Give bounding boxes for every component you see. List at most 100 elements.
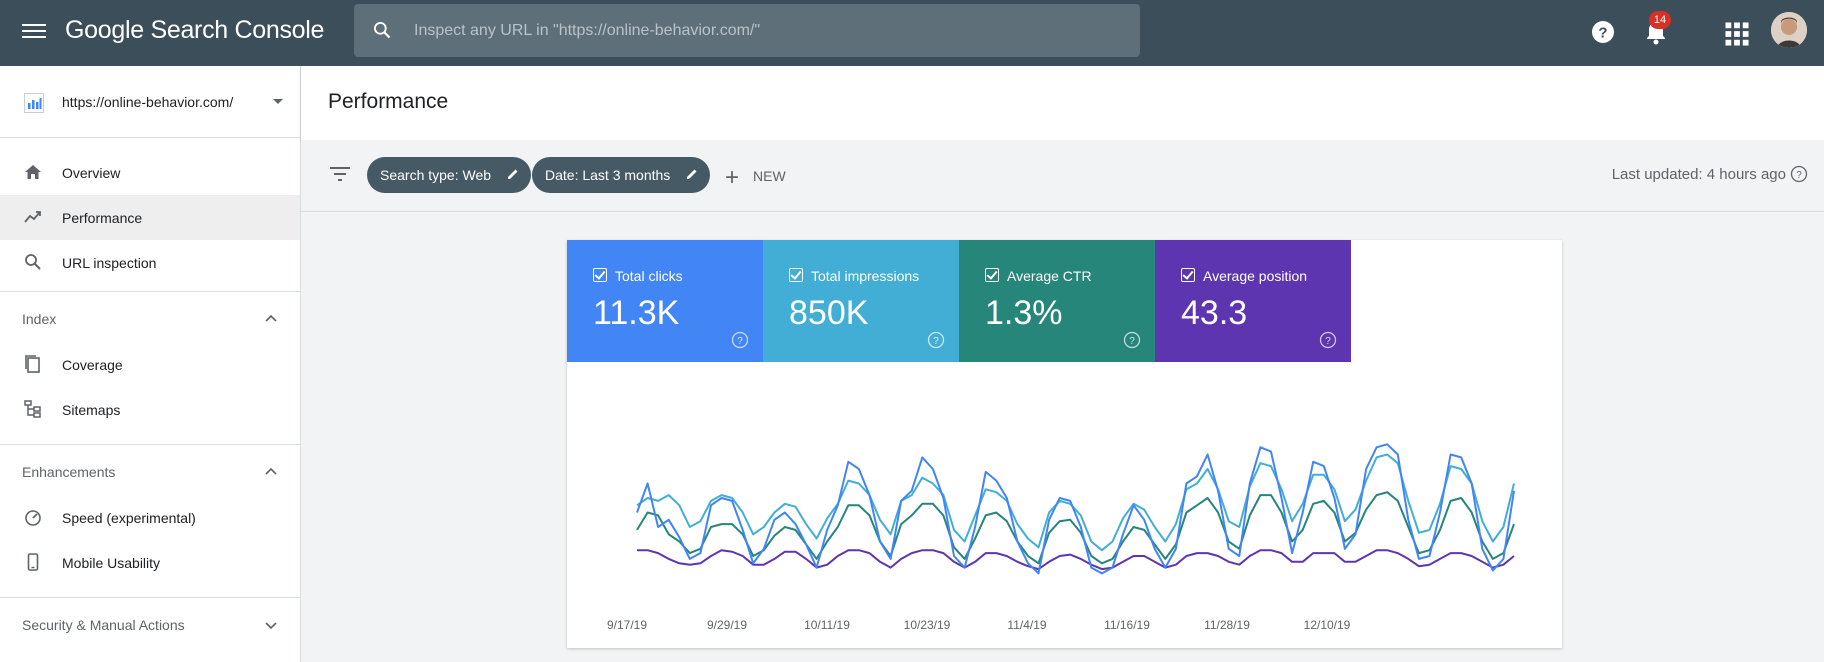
- help-outline-icon[interactable]: ?: [927, 331, 945, 349]
- x-tick-label: 12/10/19: [1304, 618, 1351, 632]
- svg-text:?: ?: [1129, 336, 1135, 347]
- page-title: Performance: [328, 90, 449, 113]
- section-enhancements-header[interactable]: Enhancements: [0, 448, 300, 494]
- dropdown-caret-icon[interactable]: [273, 99, 283, 104]
- app-title[interactable]: Google Search Console: [65, 16, 325, 44]
- sidebar: https://online-behavior.com/ Overview Pe…: [0, 66, 301, 662]
- last-updated-text: Last updated: 4 hours ago: [1611, 166, 1786, 183]
- svg-text:?: ?: [737, 336, 743, 347]
- divider: [0, 291, 300, 292]
- edit-icon[interactable]: [685, 167, 699, 181]
- coverage-icon: [25, 355, 40, 373]
- sidebar-item-coverage[interactable]: Coverage: [0, 342, 300, 387]
- search-type-chip[interactable]: Search type: Web: [367, 157, 532, 193]
- user-avatar[interactable]: [1771, 12, 1807, 48]
- filter-icon[interactable]: [329, 164, 351, 184]
- x-tick-label: 11/16/19: [1104, 618, 1150, 632]
- plus-icon: +: [725, 164, 740, 191]
- apps-grid-icon[interactable]: [1722, 19, 1752, 49]
- section-index-header[interactable]: Index: [0, 295, 300, 341]
- x-tick-label: 9/17/19: [607, 618, 647, 632]
- svg-text:?: ?: [1598, 25, 1607, 42]
- checkbox-checked-icon[interactable]: [985, 268, 999, 282]
- metric-value: 43.3: [1181, 294, 1248, 332]
- help-icon[interactable]: ?: [1588, 17, 1618, 47]
- sidebar-item-speed[interactable]: Speed (experimental): [0, 495, 300, 540]
- section-label: Security & Manual Actions: [22, 617, 185, 633]
- checkbox-checked-icon[interactable]: [789, 268, 803, 282]
- property-url: https://online-behavior.com/: [62, 94, 234, 110]
- help-outline-icon[interactable]: ?: [1790, 165, 1808, 183]
- x-tick-label: 10/11/19: [804, 618, 850, 632]
- metric-value: 1.3%: [985, 294, 1063, 332]
- metric-total-impressions[interactable]: Total impressions 850K ?: [763, 240, 959, 362]
- series-line-total-clicks[interactable]: [636, 443, 1515, 575]
- checkbox-checked-icon[interactable]: [593, 268, 607, 282]
- performance-line-chart[interactable]: 9/17/19 9/29/19 10/11/19 10/23/19 11/4/19 11/…: [567, 370, 1562, 640]
- metric-average-ctr[interactable]: Average CTR 1.3% ?: [959, 240, 1155, 362]
- date-range-chip[interactable]: Date: Last 3 months: [532, 157, 711, 193]
- chevron-up-icon[interactable]: [264, 312, 278, 326]
- property-selector[interactable]: https://online-behavior.com/: [0, 66, 300, 138]
- metric-total-clicks[interactable]: Total clicks 11.3K ?: [567, 240, 763, 362]
- property-icon: [24, 93, 44, 113]
- svg-text:?: ?: [1325, 336, 1331, 347]
- x-tick-label: 10/23/19: [904, 618, 951, 632]
- svg-text:?: ?: [933, 336, 939, 347]
- chip-label: Date: Last 3 months: [545, 167, 671, 183]
- metric-value: 11.3K: [593, 294, 680, 332]
- new-label: NEW: [753, 168, 786, 184]
- sidebar-item-url-inspection[interactable]: URL inspection: [0, 240, 300, 285]
- menu-icon[interactable]: [22, 21, 46, 45]
- metric-average-position[interactable]: Average position 43.3 ?: [1155, 240, 1351, 362]
- metric-label: Average CTR: [1007, 268, 1092, 284]
- sidebar-item-label: Performance: [62, 210, 143, 226]
- chevron-down-icon[interactable]: [264, 618, 278, 632]
- trending-icon: [24, 211, 41, 223]
- performance-chart-card: Total clicks 11.3K ? Total impressions 8…: [567, 240, 1562, 648]
- x-tick-label: 11/4/19: [1007, 618, 1046, 632]
- sidebar-item-label: Overview: [62, 165, 121, 181]
- home-icon: [25, 165, 41, 179]
- series-line-average-position[interactable]: [637, 549, 1515, 571]
- page-header: Performance: [301, 66, 1824, 140]
- series-line-average-ctr[interactable]: [636, 491, 1515, 565]
- url-inspect-search[interactable]: [354, 4, 1140, 57]
- series-line-total-impressions[interactable]: [636, 453, 1515, 552]
- chip-label: Search type: Web: [380, 167, 492, 183]
- edit-icon[interactable]: [506, 167, 520, 181]
- metric-label: Total clicks: [615, 268, 683, 284]
- x-tick-label: 11/28/19: [1204, 618, 1250, 632]
- sidebar-item-overview[interactable]: Overview: [0, 150, 300, 195]
- sidebar-item-sitemaps[interactable]: Sitemaps: [0, 387, 300, 432]
- search-input[interactable]: [414, 4, 1114, 57]
- search-icon: [374, 22, 391, 39]
- sidebar-item-label: Coverage: [62, 357, 123, 373]
- section-label: Enhancements: [22, 464, 116, 480]
- divider: [0, 597, 300, 598]
- sidebar-item-performance[interactable]: Performance: [0, 195, 300, 240]
- help-outline-icon[interactable]: ?: [1319, 331, 1337, 349]
- search-icon: [25, 254, 41, 270]
- metric-label: Total impressions: [811, 268, 920, 284]
- section-security-header[interactable]: Security & Manual Actions: [0, 601, 300, 647]
- sidebar-item-label: URL inspection: [62, 255, 157, 271]
- metric-label: Average position: [1203, 268, 1308, 284]
- notification-badge: 14: [1649, 11, 1671, 29]
- phone-icon: [27, 553, 39, 571]
- metric-value: 850K: [789, 294, 869, 332]
- sidebar-item-label: Speed (experimental): [62, 510, 196, 526]
- sidebar-item-label: Sitemaps: [62, 402, 121, 418]
- sidebar-item-label: Mobile Usability: [62, 555, 161, 571]
- sidebar-item-mobile-usability[interactable]: Mobile Usability: [0, 540, 300, 585]
- sitemap-icon: [24, 400, 41, 418]
- section-label: Index: [22, 311, 57, 327]
- new-filter-button[interactable]: + NEW: [725, 164, 786, 192]
- top-app-bar: Google Search Console ? 14: [0, 0, 1824, 66]
- help-outline-icon[interactable]: ?: [1123, 331, 1141, 349]
- speed-icon: [25, 510, 41, 526]
- checkbox-checked-icon[interactable]: [1181, 268, 1195, 282]
- x-tick-label: 9/29/19: [707, 618, 747, 632]
- chevron-up-icon[interactable]: [264, 465, 278, 479]
- help-outline-icon[interactable]: ?: [731, 331, 749, 349]
